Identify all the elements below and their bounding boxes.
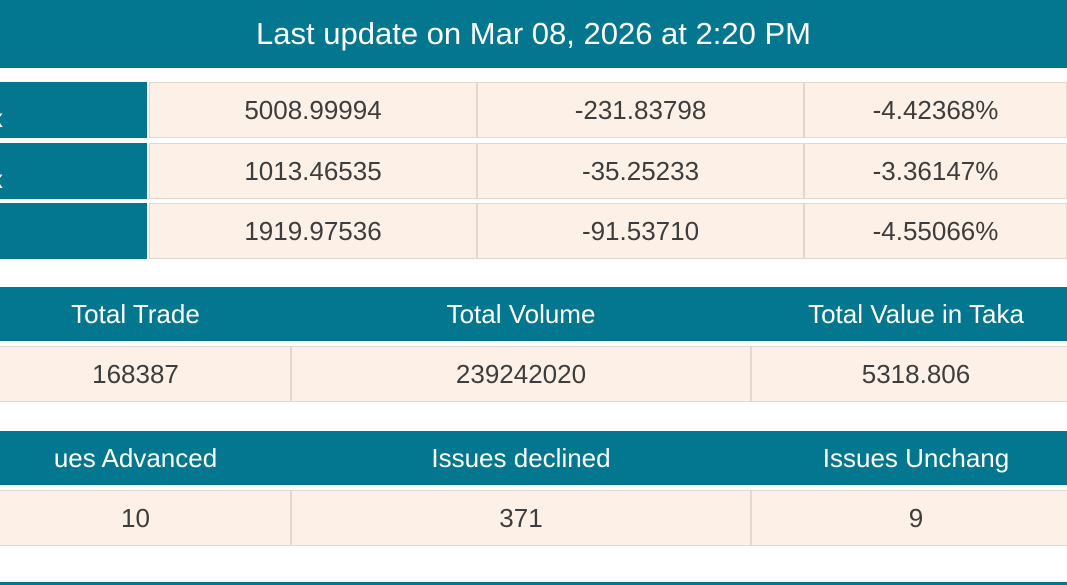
issues-header: ues Advanced [0, 431, 291, 485]
issues-header: Issues Unchang [751, 431, 1067, 485]
bottom-rule [0, 582, 1067, 585]
index-value: 1919.97536 [149, 203, 477, 259]
trade-value: 239242020 [291, 346, 751, 402]
issues-value: 371 [291, 490, 751, 546]
last-update-banner: Last update on Mar 08, 2026 at 2:20 PM [0, 0, 1067, 68]
index-label: x [0, 143, 147, 199]
index-value: -3.36147% [804, 143, 1067, 199]
trade-header: Total Trade [0, 287, 291, 341]
trade-value: 5318.806 [751, 346, 1067, 402]
trade-header: Total Value in Taka [751, 287, 1067, 341]
trade-value: 168387 [0, 346, 291, 402]
issues-value: 10 [0, 490, 291, 546]
trade-header: Total Volume [291, 287, 751, 341]
index-value: 1013.46535 [149, 143, 477, 199]
index-value: -91.53710 [477, 203, 804, 259]
index-label [0, 203, 147, 259]
issues-header: Issues declined [291, 431, 751, 485]
index-value: -4.42368% [804, 82, 1067, 138]
index-value: -35.25233 [477, 143, 804, 199]
index-value: -231.83798 [477, 82, 804, 138]
index-label: x [0, 82, 147, 138]
issues-value: 9 [751, 490, 1067, 546]
index-value: -4.55066% [804, 203, 1067, 259]
index-value: 5008.99994 [149, 82, 477, 138]
